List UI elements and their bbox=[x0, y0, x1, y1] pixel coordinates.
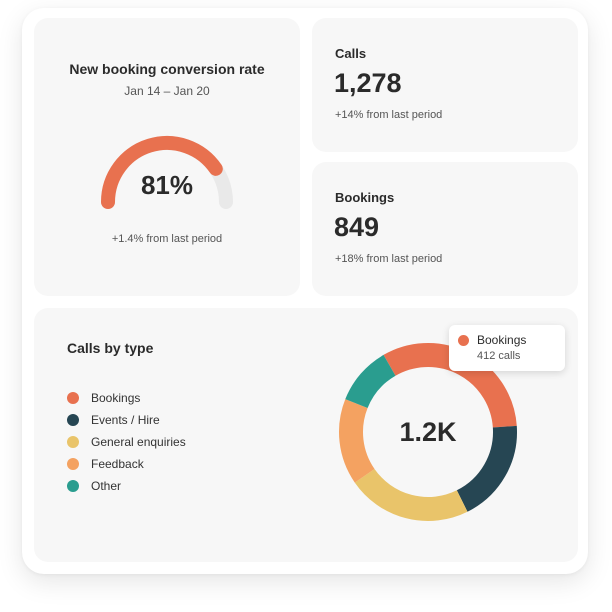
calls-value: 1,278 bbox=[334, 68, 402, 98]
legend-dot bbox=[67, 392, 79, 404]
legend-label: Bookings bbox=[91, 391, 141, 405]
conversion-rate-card: New booking conversion rate Jan 14 – Jan… bbox=[34, 18, 300, 296]
legend-item-events-hire[interactable]: Events / Hire bbox=[67, 409, 186, 431]
legend-item-other[interactable]: Other bbox=[67, 475, 186, 497]
legend-item-bookings[interactable]: Bookings bbox=[67, 387, 186, 409]
tooltip-dot bbox=[458, 335, 469, 346]
donut-tooltip: Bookings 412 calls bbox=[449, 325, 565, 371]
legend-dot bbox=[67, 458, 79, 470]
legend-item-feedback[interactable]: Feedback bbox=[67, 453, 186, 475]
conversion-rate-value: 81% bbox=[140, 170, 194, 200]
calls-change: +14% from last period bbox=[335, 109, 443, 121]
tooltip-value: 412 calls bbox=[477, 350, 521, 362]
bookings-change: +18% from last period bbox=[335, 253, 443, 265]
conversion-rate-change: +1.4% from last period bbox=[111, 233, 223, 245]
calls-by-type-title: Calls by type bbox=[67, 340, 154, 356]
legend-dot bbox=[67, 414, 79, 426]
calls-label: Calls bbox=[335, 46, 367, 61]
bookings-card: Bookings 849 +18% from last period bbox=[312, 162, 578, 296]
legend-dot bbox=[67, 480, 79, 492]
legend-item-general-enquiries[interactable]: General enquiries bbox=[67, 431, 186, 453]
donut-slice-general-enquiries[interactable] bbox=[354, 468, 468, 521]
legend-label: Other bbox=[91, 479, 122, 493]
donut-slice-events-hire[interactable] bbox=[456, 425, 517, 512]
donut-slice-other[interactable] bbox=[345, 354, 396, 409]
conversion-gauge bbox=[101, 136, 233, 209]
donut-center-total: 1.2K bbox=[399, 416, 457, 447]
legend-label: Feedback bbox=[91, 457, 144, 471]
legend-label: Events / Hire bbox=[91, 413, 160, 427]
calls-card: Calls 1,278 +14% from last period bbox=[312, 18, 578, 152]
legend-label: General enquiries bbox=[91, 435, 186, 449]
calls-by-type-legend: Bookings Events / Hire General enquiries… bbox=[67, 387, 186, 497]
conversion-date-range: Jan 14 – Jan 20 bbox=[124, 84, 210, 98]
donut-slice-feedback[interactable] bbox=[339, 399, 375, 483]
legend-dot bbox=[67, 436, 79, 448]
gauge-fill bbox=[101, 136, 223, 209]
bookings-value: 849 bbox=[334, 212, 380, 242]
tooltip-label: Bookings bbox=[477, 333, 527, 347]
calls-by-type-card: Calls by type Bookings Events / Hire Gen… bbox=[34, 308, 578, 562]
conversion-rate-title: New booking conversion rate bbox=[69, 61, 265, 77]
bookings-label: Bookings bbox=[335, 190, 395, 205]
